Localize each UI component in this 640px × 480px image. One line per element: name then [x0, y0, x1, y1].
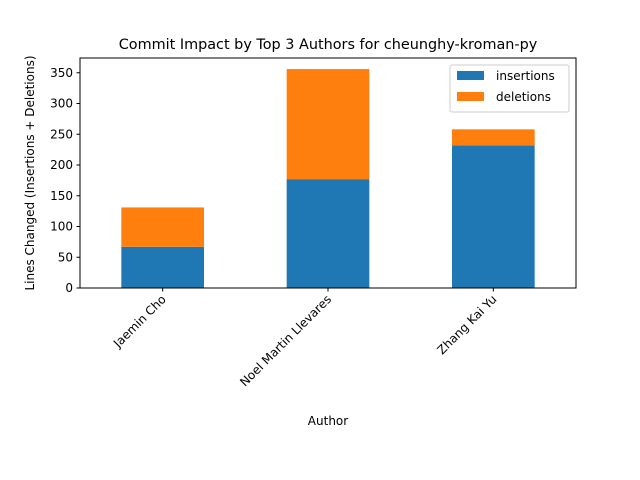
bar-deletions-0: [121, 207, 204, 247]
legend-swatch-deletions: [457, 92, 484, 101]
y-tick-label-3: 150: [50, 189, 73, 203]
x-tick-label-0: Jaemin Cho: [110, 292, 169, 351]
y-axis-label: Lines Changed (Insertions + Deletions): [23, 55, 37, 290]
legend-label-insertions: insertions: [496, 69, 555, 83]
bar-deletions-2: [452, 129, 535, 146]
x-axis-label: Author: [308, 414, 348, 428]
y-tick-label-2: 100: [50, 220, 73, 234]
y-tick-label-1: 50: [58, 250, 73, 264]
chart-title: Commit Impact by Top 3 Authors for cheun…: [119, 37, 538, 53]
y-tick-label-5: 250: [50, 127, 73, 141]
legend-label-deletions: deletions: [496, 90, 551, 104]
legend: insertions deletions: [449, 64, 570, 113]
y-axis: 0 50 100 150 200 250 300 350: [50, 66, 80, 295]
bars-group: [121, 69, 535, 288]
y-tick-label-0: 0: [65, 281, 73, 295]
bar-insertions-2: [452, 145, 535, 288]
bar-insertions-0: [121, 246, 204, 288]
x-axis: Jaemin Cho Noel Martin Llevares Zhang Kai …: [110, 288, 499, 389]
x-tick-label-2: Zhang Kai Yu: [434, 292, 499, 357]
y-tick-label-4: 200: [50, 158, 73, 172]
legend-swatch-insertions: [457, 71, 484, 80]
x-tick-label-1: Noel Martin Llevares: [237, 292, 334, 389]
y-tick-label-7: 350: [50, 66, 73, 80]
bar-deletions-1: [286, 69, 370, 180]
bar-insertions-1: [286, 179, 370, 288]
y-tick-label-6: 300: [50, 97, 73, 111]
